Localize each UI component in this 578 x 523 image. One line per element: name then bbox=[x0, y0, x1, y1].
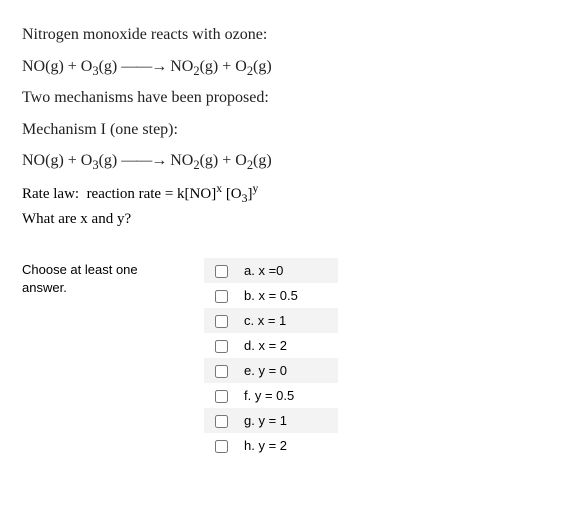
option-row: h. y = 2 bbox=[204, 433, 338, 458]
option-row: d. x = 2 bbox=[204, 333, 338, 358]
option-label: f. y = 0.5 bbox=[238, 383, 338, 408]
option-checkbox-cell bbox=[204, 308, 238, 333]
option-label: e. y = 0 bbox=[238, 358, 338, 383]
option-label: b. x = 0.5 bbox=[238, 283, 338, 308]
option-checkbox[interactable] bbox=[215, 390, 228, 403]
option-checkbox[interactable] bbox=[215, 290, 228, 303]
question-text: What are x and y? bbox=[22, 211, 556, 228]
option-checkbox[interactable] bbox=[215, 265, 228, 278]
answers-area: Choose at least one answer. a. x =0b. x … bbox=[22, 258, 556, 458]
option-label: g. y = 1 bbox=[238, 408, 338, 433]
option-checkbox-cell bbox=[204, 333, 238, 358]
option-checkbox-cell bbox=[204, 258, 238, 283]
option-checkbox-cell bbox=[204, 358, 238, 383]
option-row: e. y = 0 bbox=[204, 358, 338, 383]
option-checkbox[interactable] bbox=[215, 415, 228, 428]
option-checkbox-cell bbox=[204, 433, 238, 458]
mechanism-heading: Mechanism I (one step): bbox=[22, 115, 556, 145]
answers-prompt-line1: Choose at least one bbox=[22, 262, 138, 277]
option-row: b. x = 0.5 bbox=[204, 283, 338, 308]
option-checkbox-cell bbox=[204, 283, 238, 308]
option-row: f. y = 0.5 bbox=[204, 383, 338, 408]
answers-prompt-line2: answer. bbox=[22, 280, 67, 295]
problem-statement: Nitrogen monoxide reacts with ozone: NO(… bbox=[22, 20, 556, 176]
problem-line-1: Nitrogen monoxide reacts with ozone: bbox=[22, 20, 556, 50]
option-checkbox-cell bbox=[204, 383, 238, 408]
reaction-equation-2: NO(g) + O3(g) ——→ NO2(g) + O2(g) bbox=[22, 146, 556, 176]
option-checkbox[interactable] bbox=[215, 315, 228, 328]
problem-line-3: Two mechanisms have been proposed: bbox=[22, 83, 556, 113]
options-tbody: a. x =0b. x = 0.5c. x = 1d. x = 2e. y = … bbox=[204, 258, 338, 458]
option-label: c. x = 1 bbox=[238, 308, 338, 333]
option-checkbox[interactable] bbox=[215, 440, 228, 453]
reaction-equation-1: NO(g) + O3(g) ——→ NO2(g) + O2(g) bbox=[22, 52, 556, 82]
option-checkbox[interactable] bbox=[215, 365, 228, 378]
option-row: a. x =0 bbox=[204, 258, 338, 283]
option-row: c. x = 1 bbox=[204, 308, 338, 333]
option-row: g. y = 1 bbox=[204, 408, 338, 433]
option-label: d. x = 2 bbox=[238, 333, 338, 358]
option-checkbox-cell bbox=[204, 408, 238, 433]
option-checkbox[interactable] bbox=[215, 340, 228, 353]
option-label: h. y = 2 bbox=[238, 433, 338, 458]
rate-law: Rate law: reaction rate = k[NO]x [O3]y bbox=[22, 186, 556, 203]
option-label: a. x =0 bbox=[238, 258, 338, 283]
options-table: a. x =0b. x = 0.5c. x = 1d. x = 2e. y = … bbox=[204, 258, 338, 458]
answers-prompt: Choose at least one answer. bbox=[22, 258, 204, 297]
